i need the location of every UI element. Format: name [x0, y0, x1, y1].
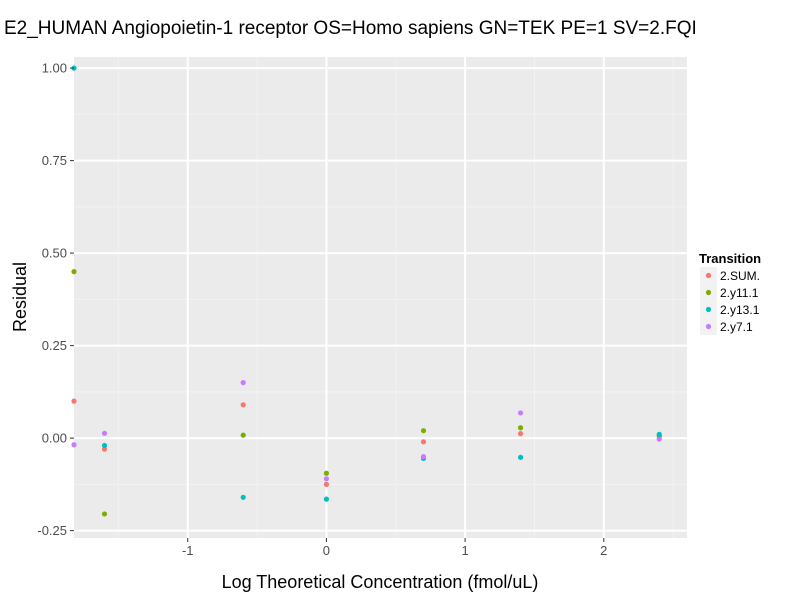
point-2-y13-1	[517, 454, 524, 460]
legend-item-2-y13-1: 2.y13.1	[700, 301, 760, 318]
point-2-y11-1	[71, 269, 77, 275]
point-2-y7-1	[323, 476, 330, 482]
point-2-y11-1	[240, 432, 246, 438]
major-gridlines	[74, 57, 687, 538]
point-2-sum	[240, 402, 246, 408]
x-tick-label: -1	[182, 543, 194, 558]
y-tick-label: 0.00	[42, 431, 67, 446]
point-2-y11-1	[323, 470, 330, 476]
point-2-y11-1	[517, 425, 524, 431]
x-tick-label: 1	[461, 543, 468, 558]
point-2-y7-1	[71, 442, 77, 448]
legend-key-marker	[705, 323, 712, 330]
chart-title: E2_HUMAN Angiopoietin-1 receptor OS=Homo…	[4, 18, 697, 39]
point-2-y11-1	[101, 511, 108, 517]
point-2-y13-1	[323, 496, 330, 502]
y-tick-label: 0.50	[42, 246, 67, 261]
minor-gridlines	[74, 57, 687, 538]
legend-label: 2.y13.1	[720, 303, 760, 317]
point-2-y7-1	[240, 380, 246, 386]
point-2-y13-1	[240, 494, 246, 500]
y-axis: -0.25 0.00 0.25 0.50 0.75 1.00	[37, 61, 74, 538]
x-axis-title: Log Theoretical Concentration (fmol/uL)	[222, 572, 539, 592]
point-2-y7-1	[420, 454, 427, 460]
y-axis-title: Residual	[10, 262, 30, 332]
y-tick-label: 0.75	[42, 153, 67, 168]
x-axis: -1 0 1 2	[182, 538, 607, 558]
data-points	[71, 65, 662, 517]
point-2-sum	[517, 431, 524, 437]
legend-label: 2.SUM.	[720, 269, 760, 283]
x-tick-label: 0	[323, 543, 330, 558]
point-2-y13-1	[101, 442, 108, 449]
y-tick-label: -0.25	[37, 523, 67, 538]
point-2-sum	[101, 446, 108, 452]
point-2-sum	[420, 439, 427, 445]
legend-key-marker	[705, 289, 712, 296]
legend-key-marker	[705, 272, 712, 279]
point-2-y13-1	[656, 431, 662, 437]
legend-title: Transition	[699, 251, 761, 266]
x-tick-label: 2	[600, 543, 607, 558]
legend: Transition 2.SUM. 2.y11.1 2.y13.1 2.y7.1	[699, 251, 761, 335]
point-2-y7-1	[656, 436, 662, 442]
legend-item-2-y11-1: 2.y11.1	[700, 284, 759, 301]
legend-item-2-sum: 2.SUM.	[700, 267, 760, 284]
point-2-y7-1	[517, 410, 524, 416]
point-2-y7-1	[101, 430, 108, 436]
legend-item-2-y7-1: 2.y7.1	[700, 318, 753, 335]
legend-key-marker	[705, 306, 712, 313]
legend-label: 2.y7.1	[720, 320, 753, 334]
point-2-y11-1	[420, 428, 427, 434]
legend-label: 2.y11.1	[720, 286, 759, 300]
y-tick-label: 0.25	[42, 338, 67, 353]
y-tick-label: 1.00	[42, 61, 67, 76]
point-2-sum	[323, 481, 330, 487]
point-2-sum	[71, 398, 77, 404]
plot-panel	[74, 57, 687, 538]
